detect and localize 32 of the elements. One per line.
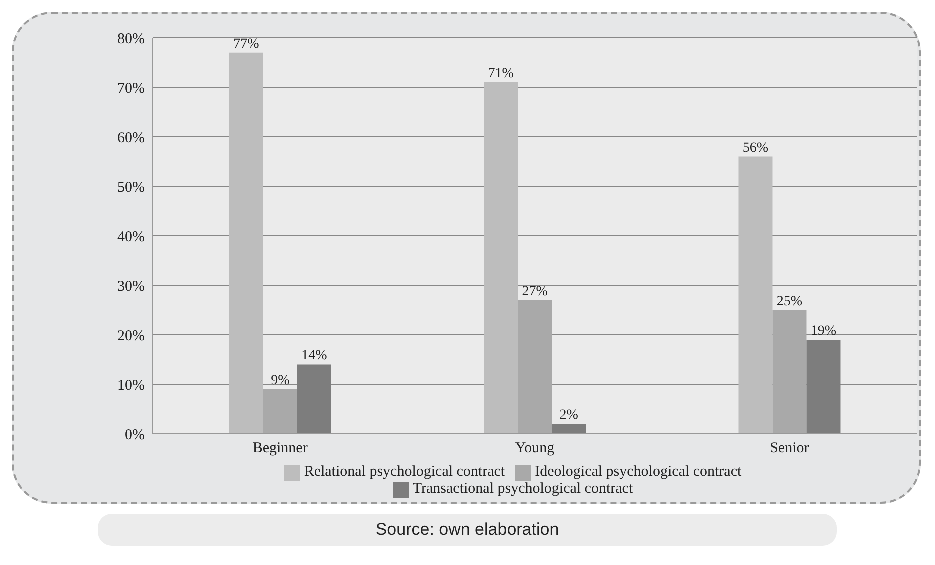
source-note: Source: own elaboration	[98, 514, 837, 546]
y-tick-label: 70%	[118, 80, 145, 97]
y-tick-label: 80%	[118, 31, 145, 48]
bar	[772, 310, 807, 434]
legend-label: Transactional psychological contract	[412, 481, 634, 497]
x-tick-label: Young	[515, 440, 556, 457]
bar	[552, 424, 586, 434]
x-tick-label: Beginner	[252, 440, 308, 457]
y-tick-label: 0%	[125, 427, 145, 444]
legend-label: Relational psychological contract	[304, 464, 506, 480]
y-tick-label: 20%	[118, 328, 145, 344]
bar	[229, 52, 264, 434]
data-label: 9%	[271, 373, 290, 388]
data-label: 19%	[810, 324, 837, 339]
y-tick-label: 40%	[118, 229, 145, 246]
y-tick-label: 30%	[118, 278, 145, 295]
data-label: 2%	[560, 408, 579, 424]
y-tick-label: 50%	[118, 180, 145, 196]
y-tick-label: 60%	[118, 130, 145, 146]
bar	[263, 389, 298, 434]
x-tick-label: Senior	[770, 440, 810, 457]
data-label: 71%	[488, 66, 514, 82]
data-label: 14%	[302, 348, 328, 364]
bar	[484, 82, 518, 434]
data-label: 56%	[742, 140, 769, 156]
data-label: 27%	[522, 284, 548, 300]
legend-label: Ideological psychological contract	[535, 464, 742, 480]
y-tick-label: 10%	[118, 378, 145, 394]
bar	[738, 156, 773, 434]
bar	[518, 300, 552, 434]
data-label: 25%	[776, 294, 803, 310]
data-label: 77%	[234, 36, 260, 52]
